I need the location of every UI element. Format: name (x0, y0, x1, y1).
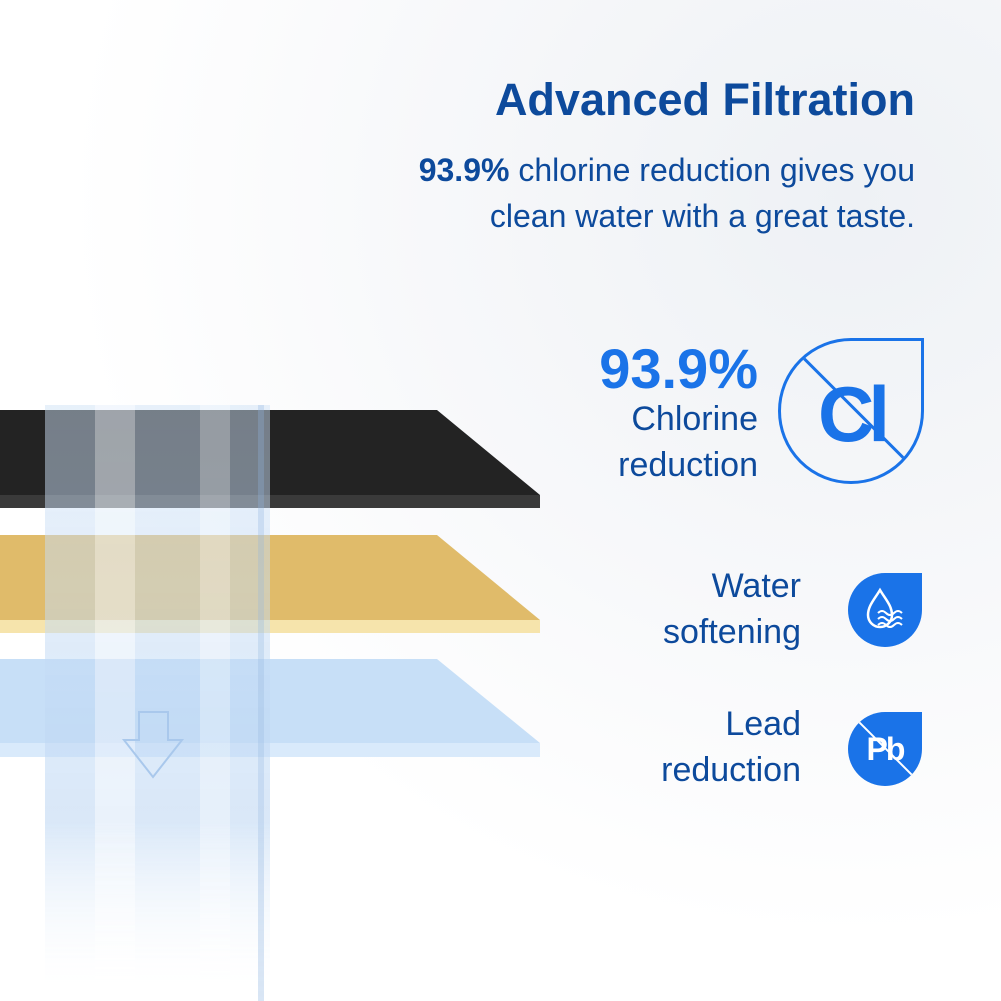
chlorine-crossed-icon: Cl (778, 338, 924, 484)
water-softening-label: Water softening (663, 563, 801, 655)
label-line: reduction (661, 751, 801, 789)
icon-text: Cl (818, 370, 890, 458)
page-title: Advanced Filtration (494, 74, 915, 125)
lead-reduction-label: Lead reduction (661, 701, 801, 793)
subtitle-highlight: 93.9% (418, 152, 510, 188)
chlorine-label: Chlorine reduction (618, 396, 758, 488)
chlorine-percentage: 93.9% (599, 337, 758, 400)
label-line: Water (711, 567, 801, 605)
water-flow-beam (45, 405, 270, 1001)
label-line: Lead (725, 705, 801, 743)
label-line: Chlorine (631, 400, 758, 438)
subtitle-line-1: 93.9% chlorine reduction gives you (419, 152, 915, 189)
lead-crossed-icon: Pb (848, 712, 922, 786)
subtitle-text: chlorine reduction gives you (509, 152, 915, 188)
subtitle-line-2: clean water with a great taste. (489, 198, 915, 234)
arrow-down-icon (121, 711, 185, 779)
label-line: softening (663, 613, 801, 651)
water-drop-waves-icon (848, 573, 922, 647)
label-line: reduction (618, 446, 758, 484)
